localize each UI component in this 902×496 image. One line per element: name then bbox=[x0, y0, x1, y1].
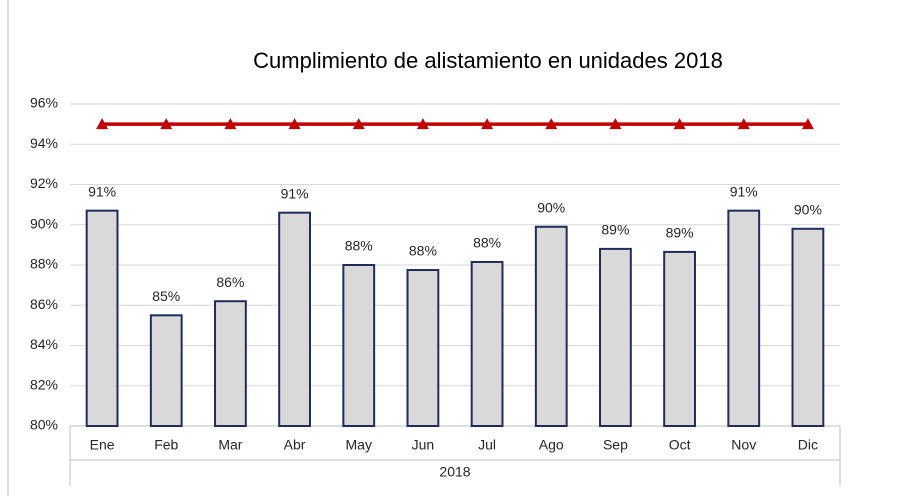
x-tick-label: Jul bbox=[478, 437, 496, 453]
bar bbox=[470, 260, 504, 428]
y-tick-label: 96% bbox=[30, 95, 58, 111]
x-tick-label: Ene bbox=[90, 437, 115, 453]
line-marker bbox=[224, 118, 237, 130]
x-tick-label: Mar bbox=[218, 437, 242, 453]
data-label: 91% bbox=[730, 183, 758, 199]
data-label: 91% bbox=[281, 185, 309, 201]
bar bbox=[727, 209, 761, 427]
bar bbox=[599, 247, 632, 427]
line-marker bbox=[96, 118, 109, 130]
data-label: 86% bbox=[216, 274, 244, 290]
y-tick-label: 80% bbox=[30, 417, 58, 433]
data-label: 90% bbox=[794, 201, 822, 217]
data-label: 85% bbox=[152, 288, 180, 304]
line-marker bbox=[609, 118, 622, 130]
data-label: 88% bbox=[345, 238, 373, 254]
x-tick-label: Oct bbox=[669, 437, 691, 453]
bar bbox=[534, 225, 568, 427]
chart-title: Cumplimiento de alistamiento en unidades… bbox=[253, 48, 723, 73]
x-group-label: 2018 bbox=[439, 464, 470, 480]
y-tick-label: 90% bbox=[30, 215, 58, 231]
bar bbox=[663, 250, 696, 427]
data-label: 89% bbox=[666, 225, 694, 241]
bar bbox=[214, 300, 247, 428]
line-marker bbox=[352, 118, 365, 130]
y-tick-label: 94% bbox=[30, 135, 58, 151]
data-label: 89% bbox=[601, 222, 629, 238]
x-tick-label: Abr bbox=[284, 437, 306, 453]
data-label: 91% bbox=[88, 183, 116, 199]
y-tick-label: 84% bbox=[30, 336, 58, 352]
line-marker bbox=[737, 118, 750, 130]
line-marker bbox=[481, 118, 494, 130]
x-tick-label: Feb bbox=[154, 437, 178, 453]
line-marker bbox=[801, 118, 814, 130]
x-tick-label: Sep bbox=[603, 437, 628, 453]
y-tick-label: 86% bbox=[30, 296, 58, 312]
bar bbox=[85, 209, 119, 427]
y-tick-label: 92% bbox=[30, 175, 58, 191]
x-tick-label: Dic bbox=[798, 437, 818, 453]
x-tick-label: Ago bbox=[539, 437, 564, 453]
bar bbox=[342, 264, 376, 427]
x-tick-label: May bbox=[346, 437, 372, 453]
line-marker bbox=[545, 118, 558, 130]
line-marker bbox=[673, 118, 686, 130]
data-label: 90% bbox=[537, 199, 565, 215]
y-tick-label: 82% bbox=[30, 376, 58, 392]
data-label: 88% bbox=[409, 243, 437, 259]
bar bbox=[791, 227, 825, 427]
y-tick-label: 88% bbox=[30, 256, 58, 272]
line-marker bbox=[160, 118, 173, 130]
line-marker bbox=[288, 118, 301, 130]
bar bbox=[278, 211, 311, 427]
x-tick-label: Nov bbox=[731, 437, 756, 453]
data-label: 88% bbox=[473, 235, 501, 251]
bar bbox=[406, 269, 440, 427]
line-marker bbox=[416, 118, 429, 130]
x-tick-label: Jun bbox=[412, 437, 435, 453]
bar bbox=[149, 314, 183, 427]
